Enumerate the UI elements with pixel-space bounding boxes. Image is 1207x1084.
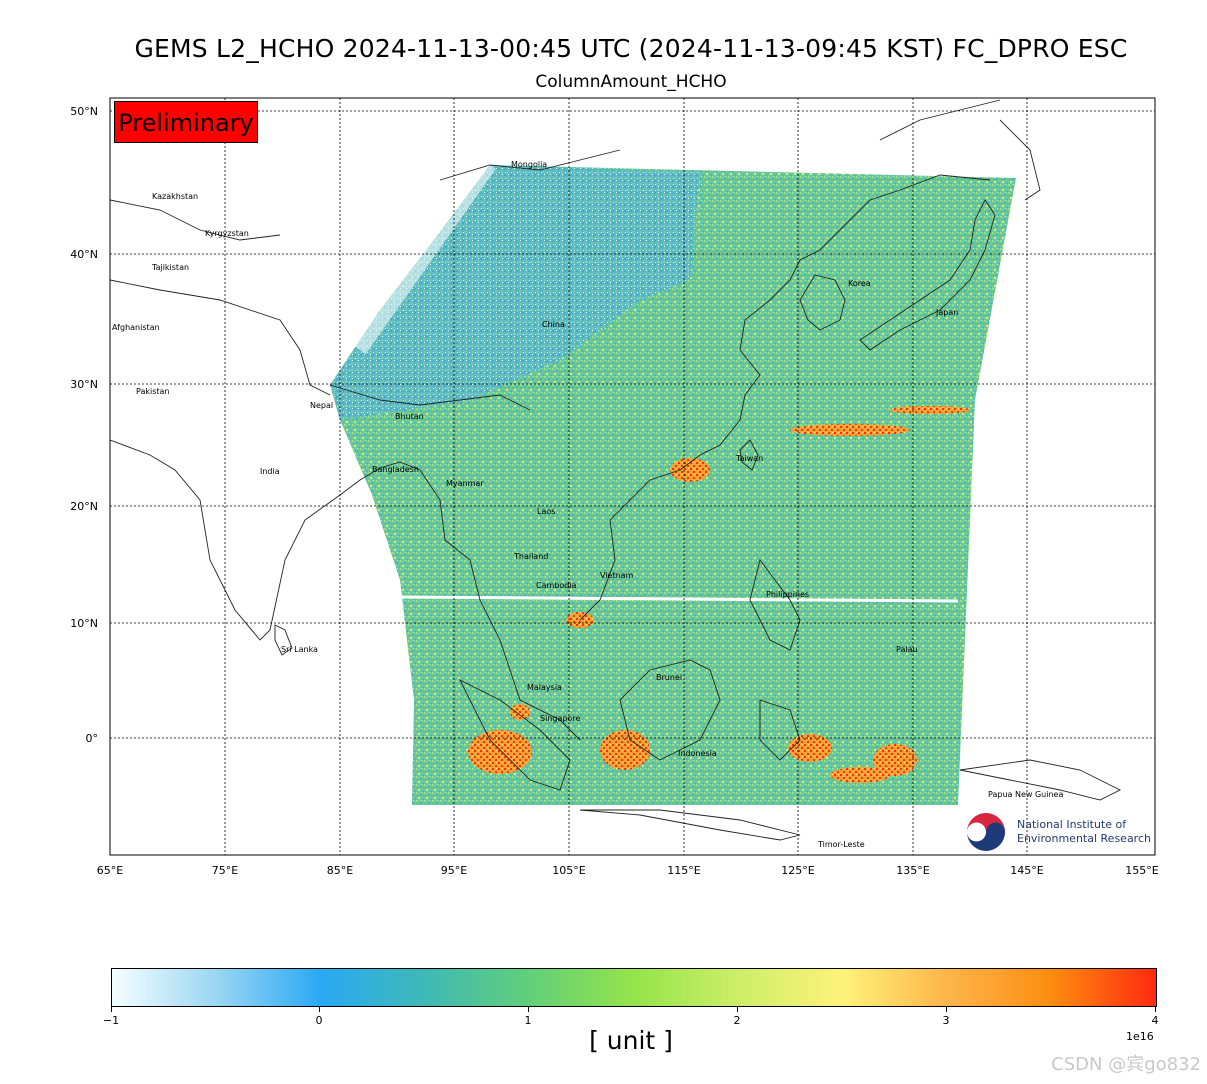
- label-bangladesh: Bangladesh: [372, 465, 419, 474]
- label-kazakhstan: Kazakhstan: [152, 192, 198, 201]
- lon-label-65e: 65°E: [96, 864, 124, 877]
- lat-label-10n: 10°N: [70, 617, 98, 630]
- colorbar: [111, 968, 1157, 1007]
- label-philippines: Philippines: [766, 590, 809, 599]
- nier-logo-text: National Institute of Environmental Rese…: [1017, 818, 1151, 846]
- label-palau: Palau: [896, 645, 918, 654]
- colorbar-exponent: 1e16: [1126, 1030, 1154, 1043]
- label-singapore: Singapore: [540, 714, 580, 723]
- lat-label-30n: 30°N: [70, 378, 98, 391]
- lat-label-20n: 20°N: [70, 500, 98, 513]
- colorbar-tick: [319, 1006, 320, 1012]
- label-kyrgyzstan: Kyrgyzstan: [205, 229, 249, 238]
- watermark: CSDN @宾go832: [1051, 1054, 1201, 1075]
- label-brunei: Brunei: [656, 673, 682, 682]
- colorbar-label-3: 3: [942, 1014, 950, 1027]
- nier-logo-icon: [966, 812, 1006, 852]
- colorbar-tick: [528, 1006, 529, 1012]
- lon-label-155e: 155°E: [1125, 864, 1159, 877]
- label-malaysia: Malaysia: [527, 683, 562, 692]
- colorbar-unit-label: [ unit ]: [589, 1026, 673, 1055]
- hcho-swath: [330, 160, 1016, 805]
- colorbar-tick: [1155, 1006, 1156, 1012]
- colorbar-label-4: 4: [1151, 1014, 1159, 1027]
- label-nepal: Nepal: [310, 401, 333, 410]
- lon-label-135e: 135°E: [896, 864, 930, 877]
- logo-line-2: Environmental Research: [1017, 832, 1151, 845]
- lat-label-0: 0°: [85, 732, 99, 745]
- colorbar-label-0: 0: [315, 1014, 323, 1027]
- label-pakistan: Pakistan: [136, 387, 170, 396]
- label-laos: Laos: [537, 507, 555, 516]
- lon-label-105e: 105°E: [552, 864, 586, 877]
- colorbar-tick: [946, 1006, 947, 1012]
- lon-label-145e: 145°E: [1010, 864, 1044, 877]
- label-china: China: [542, 320, 565, 329]
- lat-label-50n: 50°N: [70, 105, 98, 118]
- label-timor-leste: Timor-Leste: [817, 840, 865, 849]
- label-vietnam: Vietnam: [600, 571, 634, 580]
- colorbar-label-neg1: −1: [102, 1014, 120, 1027]
- label-bhutan: Bhutan: [395, 412, 424, 421]
- lon-label-75e: 75°E: [211, 864, 239, 877]
- colorbar-tick: [111, 1006, 112, 1012]
- logo-line-1: National Institute of: [1017, 818, 1127, 831]
- colorbar-label-2: 2: [733, 1014, 741, 1027]
- lon-label-125e: 125°E: [781, 864, 815, 877]
- map-subtitle: ColumnAmount_HCHO: [535, 72, 727, 92]
- preliminary-badge: Preliminary: [114, 101, 258, 143]
- label-korea: Korea: [848, 279, 871, 288]
- label-papua-new-guinea: Papua New Guinea: [988, 790, 1063, 799]
- colorbar-tick: [737, 1006, 738, 1012]
- label-indonesia: Indonesia: [678, 749, 717, 758]
- label-mongolia: Mongolia: [511, 160, 547, 169]
- label-myanmar: Myanmar: [446, 479, 484, 488]
- label-japan: Japan: [935, 308, 958, 317]
- colorbar-label-1: 1: [524, 1014, 532, 1027]
- lon-label-115e: 115°E: [667, 864, 701, 877]
- label-taiwan: Taiwan: [735, 454, 763, 463]
- lon-label-85e: 85°E: [326, 864, 354, 877]
- coastlines: [110, 99, 1122, 841]
- label-tajikistan: Tajikistan: [151, 263, 189, 272]
- lat-label-40n: 40°N: [70, 248, 98, 261]
- label-thailand: Thailand: [513, 552, 548, 561]
- label-india: India: [260, 467, 280, 476]
- label-sri-lanka: Sri Lanka: [281, 645, 318, 654]
- country-labels: Kazakhstan Kyrgyzstan Tajikistan Afghani…: [112, 160, 1063, 849]
- map-title: GEMS L2_HCHO 2024-11-13-00:45 UTC (2024-…: [134, 34, 1128, 63]
- label-cambodia: Cambodia: [536, 581, 577, 590]
- label-afghanistan: Afghanistan: [112, 323, 160, 332]
- lon-label-95e: 95°E: [440, 864, 468, 877]
